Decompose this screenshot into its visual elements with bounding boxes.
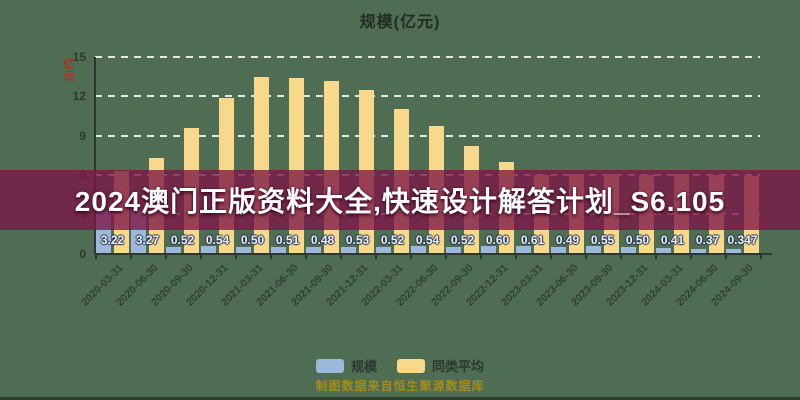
y-tick-label-15: 15 <box>72 50 86 64</box>
scale-bar <box>656 248 671 254</box>
scale-value-label: 3.22 <box>100 233 125 247</box>
scale-value-label: 0.50 <box>240 233 265 247</box>
x-axis-tick <box>655 253 657 259</box>
peer-average-series-swatch <box>397 358 425 373</box>
x-axis-tick <box>690 253 692 259</box>
scale-bar <box>306 247 321 254</box>
legend-item-scale[interactable]: 规模 <box>315 356 377 375</box>
scale-bar <box>691 248 706 254</box>
scale-bar <box>586 246 601 254</box>
x-axis-tick <box>550 253 552 259</box>
y-tick-label-9: 9 <box>79 128 86 143</box>
scale-bar <box>271 246 286 254</box>
x-axis-tick <box>235 253 237 259</box>
x-axis-label: 2024-09-30 <box>708 262 755 309</box>
scale-value-label: 3.27 <box>135 233 160 247</box>
gridline-y9 <box>95 134 760 137</box>
scale-value-label: 0.48 <box>310 233 335 247</box>
scale-bar <box>621 246 636 254</box>
scale-value-label: 0.347 <box>727 233 758 247</box>
scale-bar <box>516 245 531 254</box>
scale-value-label: 0.52 <box>380 233 405 247</box>
legend-item-peer-average[interactable]: 同类平均 <box>397 356 484 375</box>
scale-bar <box>236 246 251 254</box>
bottom-edge-divider <box>0 397 800 400</box>
scale-bar <box>446 246 461 254</box>
scale-value-label: 0.52 <box>450 233 475 247</box>
x-axis-tick <box>200 253 202 259</box>
x-axis-tick <box>480 253 482 259</box>
scale-bar <box>201 246 216 254</box>
chart-title: 规模(亿元) <box>359 14 441 31</box>
scale-bar <box>726 248 741 254</box>
scale-value-label: 0.53 <box>345 233 370 247</box>
x-axis-tick <box>95 253 97 259</box>
scale-value-label: 0.54 <box>205 233 230 247</box>
scale-bar <box>551 247 566 254</box>
x-axis-tick <box>620 253 622 259</box>
x-axis-tick <box>340 253 342 259</box>
x-axis-tick <box>270 253 272 259</box>
scale-value-label: 0.50 <box>625 233 650 247</box>
scale-value-label: 0.37 <box>695 233 720 247</box>
legend-label-scale: 规模 <box>350 359 377 374</box>
scale-series-swatch <box>315 358 344 373</box>
scale-bar <box>481 245 496 254</box>
scale-value-label: 0.55 <box>590 233 615 247</box>
x-axis-tick <box>165 253 167 259</box>
data-source-note: 制图数据来自恒生聚源数据库 <box>315 379 485 393</box>
x-axis-tick <box>445 253 447 259</box>
y-axis-unit-label: 亿元 <box>62 58 74 82</box>
scale-bar <box>411 246 426 254</box>
y-tick-label-0: 0 <box>79 246 86 261</box>
scale-bar <box>341 246 356 254</box>
scale-value-label: 0.54 <box>415 233 440 247</box>
scale-value-label: 0.61 <box>520 233 545 247</box>
x-axis-line <box>95 252 772 255</box>
scale-value-label: 0.52 <box>170 233 195 247</box>
chart-legend: 规模 同类平均 <box>0 356 800 375</box>
scale-bar <box>166 246 181 254</box>
scale-value-label: 0.49 <box>555 233 580 247</box>
x-axis-tick <box>725 253 727 259</box>
y-axis-line <box>94 57 96 254</box>
overlay-ad-banner[interactable]: 2024澳门正版资料大全,快速设计解答计划_S6.105 <box>0 170 800 230</box>
x-axis-tick <box>305 253 307 259</box>
x-axis-tick <box>130 253 132 259</box>
gridline-y12 <box>95 95 760 98</box>
x-axis-end-tick <box>760 253 762 259</box>
overlay-ad-banner-text: 2024澳门正版资料大全,快速设计解答计划_S6.105 <box>74 186 726 217</box>
x-axis-tick <box>515 253 517 259</box>
scale-value-label: 0.60 <box>485 233 510 247</box>
x-axis-tick <box>585 253 587 259</box>
x-axis-tick <box>375 253 377 259</box>
gridline-y15 <box>95 56 760 58</box>
scale-value-label: 0.41 <box>660 233 685 247</box>
legend-label-peer-average: 同类平均 <box>432 359 485 374</box>
scale-bar <box>376 246 391 254</box>
scale-value-label: 0.51 <box>275 233 300 247</box>
y-tick-label-12: 12 <box>72 89 86 104</box>
x-axis-tick <box>410 253 412 259</box>
